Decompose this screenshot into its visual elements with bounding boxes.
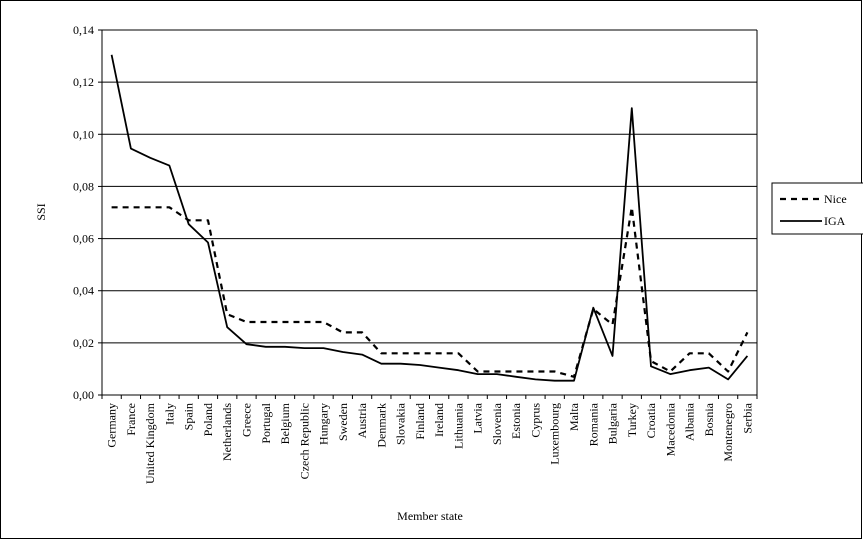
y-axis-title: SSI [34, 203, 48, 220]
x-tick-label: Slovakia [394, 402, 408, 445]
x-tick-label: Turkey [625, 403, 639, 437]
x-tick-label: Greece [239, 403, 253, 437]
x-tick-label: France [124, 403, 138, 436]
x-tick-label: Poland [201, 403, 215, 436]
x-tick-label: Germany [105, 403, 119, 448]
x-tick-labels: Germany France United Kingdom Italy Spain Pol… [105, 402, 755, 484]
y-tick-label: 0,04 [73, 284, 94, 298]
x-tick-label: Spain [182, 403, 196, 430]
x-tick-label: Bosnia [702, 402, 716, 436]
x-tick-label: Denmark [374, 403, 388, 448]
y-tick-labels: 0,00 0,02 0,04 0,06 0,08 0,10 0,12 0,14 [73, 23, 94, 402]
x-tick-label: Estonia [509, 402, 523, 439]
x-tick-label: Portugal [259, 402, 273, 443]
legend: Nice IGA [771, 182, 863, 235]
x-tick-label: Macedonia [663, 402, 677, 456]
x-tick-label: Malta [567, 402, 581, 431]
y-tick-label: 0,08 [73, 179, 94, 193]
x-tick-label: United Kingdom [143, 402, 157, 484]
series-line-iga [110, 54, 749, 382]
x-tick-label: Ireland [432, 403, 446, 437]
y-tick-label: 0,10 [73, 127, 94, 141]
x-tick-label: Serbia [740, 402, 754, 433]
x-tick-label: Hungary [317, 403, 331, 445]
x-tick-label: Finland [413, 403, 427, 440]
x-tick-label: Luxembourg [548, 403, 562, 465]
y-tick-label: 0,02 [73, 336, 94, 350]
x-tick-label: Netherlands [220, 403, 234, 461]
y-tick-label: 0,14 [73, 23, 94, 37]
series-lines [110, 54, 749, 382]
grid-lines [102, 29, 757, 344]
legend-label-iga: IGA [824, 214, 846, 228]
legend-label-nice: Nice [824, 192, 847, 206]
x-axis-title: Member state [397, 509, 463, 523]
x-tick-label: Lithuania [451, 402, 465, 449]
x-tick-label: Belgium [278, 402, 292, 444]
x-tick-label: Sweden [336, 403, 350, 441]
x-tick-label: Bulgaria [606, 402, 620, 444]
x-tick-label: Croatia [644, 402, 658, 438]
y-tick-label: 0,06 [73, 232, 94, 246]
x-tick-label: Czech Republic [297, 403, 311, 479]
x-tick-label: Slovenia [490, 402, 504, 445]
x-tick-label: Austria [355, 402, 369, 438]
y-tick-label: 0,00 [73, 388, 94, 402]
axes [98, 29, 758, 399]
x-tick-label: Latvia [471, 402, 485, 433]
x-tick-label: Romania [586, 402, 600, 446]
x-tick-label: Albania [683, 402, 697, 441]
series-line-nice [111, 206, 749, 378]
x-tick-label: Cyprus [528, 403, 542, 438]
legend-box [771, 182, 863, 235]
y-tick-label: 0,12 [73, 75, 94, 89]
x-tick-label: Italy [162, 403, 176, 425]
x-tick-label: Montenegro [721, 403, 735, 462]
